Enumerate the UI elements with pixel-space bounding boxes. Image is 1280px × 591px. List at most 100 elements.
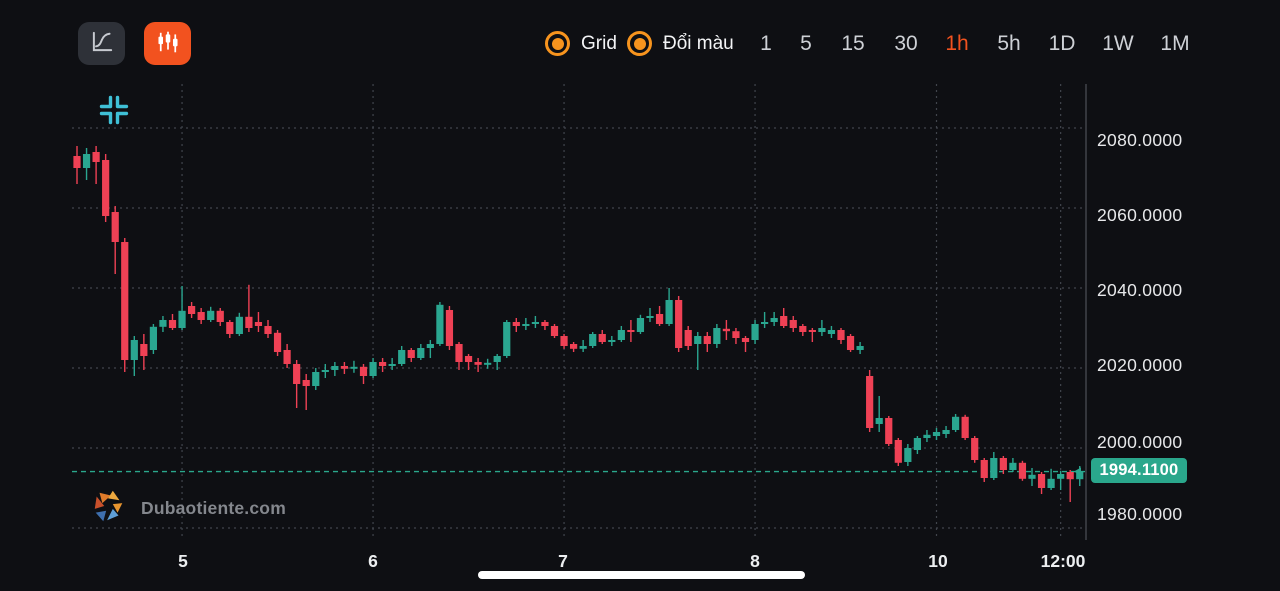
timeframe-30[interactable]: 30 xyxy=(894,32,918,55)
candle-body xyxy=(990,458,998,478)
candle-body xyxy=(273,332,282,352)
collapse-chart-button[interactable] xyxy=(96,93,132,129)
timeframe-1m[interactable]: 1M xyxy=(1160,32,1190,55)
candle-body xyxy=(980,460,988,478)
candle-body xyxy=(92,152,100,162)
home-indicator[interactable] xyxy=(478,571,805,579)
candle-body xyxy=(407,350,415,358)
candle-body xyxy=(197,312,205,320)
candle-body xyxy=(1047,478,1055,488)
candle-body xyxy=(254,322,263,326)
candle-body xyxy=(866,376,874,428)
x-axis-label-6: 6 xyxy=(368,551,378,571)
timeframe-5[interactable]: 5 xyxy=(800,32,812,55)
y-axis-label-2060: 2060.0000 xyxy=(1097,205,1183,225)
candle-body xyxy=(589,334,597,346)
candle-body xyxy=(235,316,243,334)
y-axis-label-2020: 2020.0000 xyxy=(1097,355,1183,375)
candle-body xyxy=(455,344,463,362)
change-color-toggle[interactable]: Đổi màu xyxy=(627,31,734,56)
candle-body xyxy=(474,362,482,365)
candle-body xyxy=(894,440,902,463)
candlestick-settings-button[interactable] xyxy=(144,22,191,65)
candle-body xyxy=(875,418,883,424)
candle-body xyxy=(703,336,711,344)
candle-body xyxy=(932,432,941,436)
candle-body xyxy=(952,416,960,430)
candlestick-icon xyxy=(155,29,181,58)
candle-body xyxy=(369,362,377,376)
candle-body xyxy=(1009,462,1017,470)
current-price-badge: 1994.1100 xyxy=(1091,458,1187,483)
candle-body xyxy=(770,318,778,322)
candle-body xyxy=(608,340,616,342)
x-axis-label-5: 5 xyxy=(178,551,188,571)
candle-body xyxy=(694,336,702,344)
watermark: Dubaotiente.com xyxy=(90,486,286,531)
dubaotiente-logo-icon xyxy=(90,486,128,531)
candle-body xyxy=(302,380,310,386)
candle-body xyxy=(245,316,253,328)
timeframe-1d[interactable]: 1D xyxy=(1048,32,1076,55)
y-axis-label-2080: 2080.0000 xyxy=(1097,130,1183,150)
candle-body xyxy=(837,330,845,340)
candle-body xyxy=(818,328,826,332)
timeframe-1[interactable]: 1 xyxy=(760,32,772,55)
candle-body xyxy=(168,320,177,328)
candle-body xyxy=(722,328,730,332)
candle-body xyxy=(102,160,110,216)
candle-body xyxy=(340,366,348,369)
candle-body xyxy=(923,434,931,438)
line-chart-icon xyxy=(89,29,115,58)
candle-body xyxy=(82,154,91,168)
candle-body xyxy=(570,344,578,349)
candle-body xyxy=(560,336,568,346)
candle-body xyxy=(178,310,186,328)
candle-body xyxy=(321,370,329,372)
candle-body xyxy=(971,438,979,460)
y-axis-label-2000: 2000.0000 xyxy=(1097,432,1183,452)
candle-body xyxy=(541,322,549,326)
candle-body xyxy=(388,364,396,366)
candle-body xyxy=(856,346,864,350)
line-chart-tool-button[interactable] xyxy=(78,22,125,65)
candle-body xyxy=(522,324,530,326)
timeframe-15[interactable]: 15 xyxy=(841,32,865,55)
candle-body xyxy=(646,316,654,318)
candle-body xyxy=(961,416,969,438)
candle-body xyxy=(780,316,788,326)
candle-body xyxy=(751,324,759,340)
candle-body xyxy=(761,322,769,324)
candle-body xyxy=(636,318,645,332)
candle-body xyxy=(140,344,148,356)
candle-body xyxy=(216,310,224,322)
candle-body xyxy=(885,418,893,444)
grid-toggle[interactable]: Grid xyxy=(545,31,617,56)
candle-body xyxy=(617,330,625,340)
timeframe-1h[interactable]: 1h xyxy=(945,32,969,55)
candle-body xyxy=(741,338,750,342)
grid-radio-icon[interactable] xyxy=(545,31,570,56)
candle-body xyxy=(111,212,119,242)
candle-body xyxy=(913,438,921,450)
candle-body xyxy=(579,346,587,349)
candle-body xyxy=(665,300,673,324)
candle-body xyxy=(1028,474,1036,479)
candle-body xyxy=(130,340,138,360)
candle-body xyxy=(713,328,721,344)
candle-body xyxy=(149,326,157,350)
timeframe-1w[interactable]: 1W xyxy=(1102,32,1134,55)
candle-body xyxy=(226,322,234,334)
grid-toggle-label: Grid xyxy=(581,33,617,54)
candle-body xyxy=(827,330,836,334)
candle-body xyxy=(732,331,740,338)
candle-body xyxy=(493,356,501,362)
candle-body xyxy=(379,362,387,366)
x-axis-label-7: 7 xyxy=(558,551,568,571)
candle-body xyxy=(331,366,339,370)
change-color-radio-icon[interactable] xyxy=(627,31,652,56)
timeframe-5h[interactable]: 5h xyxy=(997,32,1021,55)
candle-body xyxy=(550,326,559,336)
candle-body xyxy=(799,326,807,332)
